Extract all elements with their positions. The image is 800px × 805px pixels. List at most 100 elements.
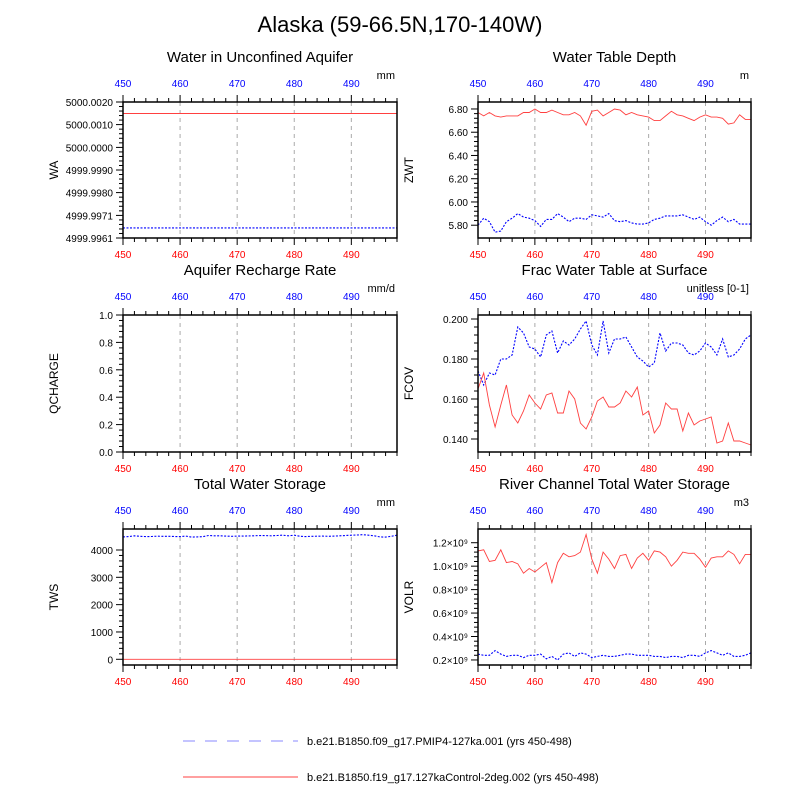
x-tick-label-bottom: 470: [229, 677, 246, 688]
panel-qcharge: Aquifer Recharge Rate mm/d QCHARGE 450 450 46…: [47, 262, 398, 475]
x-tick-label-top: 460: [172, 506, 189, 517]
x-tick-label-bottom: 460: [172, 464, 189, 475]
x-tick-label-bottom: 470: [583, 250, 600, 261]
y-tick-label: 0.200: [443, 315, 468, 326]
panel-volr: River Channel Total Water Storage m3 VOLR 4…: [402, 476, 752, 688]
x-tick-label-bottom: 490: [343, 250, 360, 261]
y-tick-label: 3000: [91, 573, 114, 584]
y-tick-label: 5.80: [449, 221, 469, 232]
x-tick-label-bottom: 480: [286, 677, 303, 688]
x-tick-label-bottom: 480: [286, 464, 303, 475]
y-tick-label: 4000: [91, 546, 114, 557]
y-tick-label: 0.0: [99, 448, 113, 459]
y-tick-label: 0.8×10⁹: [433, 586, 468, 597]
y-tick-label: 1.2×10⁹: [433, 539, 468, 550]
x-tick-label-bottom: 480: [640, 250, 657, 261]
x-tick-label-top: 490: [343, 292, 360, 303]
plot-frame: [122, 314, 398, 453]
y-tick-label: 1000: [91, 628, 114, 639]
x-tick-label-top: 450: [470, 79, 487, 90]
units-label: mm: [377, 70, 395, 82]
y-tick-label: 0: [107, 655, 113, 666]
units-label: m: [740, 70, 749, 82]
x-tick-label-bottom: 460: [527, 250, 544, 261]
x-tick-label-top: 490: [697, 292, 714, 303]
x-tick-label-top: 480: [286, 292, 303, 303]
x-tick-label-top: 480: [640, 79, 657, 90]
y-tick-label: 2000: [91, 601, 114, 612]
y-tick-label: 0.4×10⁹: [433, 633, 468, 644]
y-axis-label: ZWT: [402, 156, 416, 183]
x-tick-label-top: 450: [470, 292, 487, 303]
x-tick-label-bottom: 460: [172, 250, 189, 261]
x-tick-label-top: 480: [286, 79, 303, 90]
legend-label-blue: b.e21.B1850.f09_g17.PMIP4-127ka.001 (yrs…: [307, 736, 572, 748]
x-tick-label-bottom: 450: [470, 250, 487, 261]
plot-frame: [477, 528, 752, 666]
x-tick-label-top: 470: [229, 506, 246, 517]
x-tick-label-top: 480: [640, 292, 657, 303]
panel-title: River Channel Total Water Storage: [499, 476, 730, 493]
x-tick-label-bottom: 480: [640, 464, 657, 475]
x-tick-label-top: 450: [115, 79, 132, 90]
series-line-blue: [477, 649, 752, 661]
x-tick-label-bottom: 470: [229, 464, 246, 475]
y-tick-label: 0.4: [99, 393, 113, 404]
y-tick-label: 6.40: [449, 151, 469, 162]
panel-title: Total Water Storage: [194, 476, 326, 493]
x-tick-label-top: 470: [583, 506, 600, 517]
panel-title: Aquifer Recharge Rate: [184, 262, 337, 279]
series-line-red: [477, 108, 751, 127]
x-tick-label-bottom: 450: [115, 464, 132, 475]
units-label: m3: [734, 497, 749, 509]
panel-fcov: Frac Water Table at Surface unitless [0-1…: [402, 262, 752, 475]
y-tick-label: 6.60: [449, 128, 469, 139]
y-tick-label: 5000.0020: [66, 98, 114, 109]
x-tick-label-top: 470: [583, 79, 600, 90]
panel-title: Frac Water Table at Surface: [522, 262, 708, 279]
plot-frame: [477, 101, 752, 239]
x-tick-label-bottom: 450: [470, 677, 487, 688]
y-tick-label: 0.2×10⁹: [433, 656, 468, 667]
series-line-blue: [477, 212, 751, 233]
panel-tws: Total Water Storage mm TWS 450 450 460 460 470 4…: [47, 476, 398, 688]
y-tick-label: 6.80: [449, 105, 469, 116]
figure-title: Alaska (59-66.5N,170-140W): [258, 12, 543, 37]
x-tick-label-bottom: 460: [527, 677, 544, 688]
x-tick-label-top: 470: [229, 79, 246, 90]
y-tick-label: 4999.9990: [66, 166, 114, 177]
x-tick-label-bottom: 490: [343, 677, 360, 688]
x-tick-label-top: 450: [115, 506, 132, 517]
x-tick-label-top: 460: [527, 79, 544, 90]
y-tick-label: 0.140: [443, 435, 468, 446]
x-tick-label-top: 450: [470, 506, 487, 517]
x-tick-label-bottom: 450: [115, 250, 132, 261]
y-tick-label: 0.180: [443, 355, 468, 366]
x-tick-label-bottom: 450: [115, 677, 132, 688]
x-tick-label-top: 490: [697, 79, 714, 90]
y-tick-label: 0.8: [99, 338, 113, 349]
x-tick-label-bottom: 470: [229, 250, 246, 261]
x-tick-label-top: 490: [343, 506, 360, 517]
y-axis-label: TWS: [47, 584, 61, 611]
x-tick-label-top: 460: [172, 292, 189, 303]
panel-wa: Water in Unconfined Aquifer mm WA 450 450 460…: [47, 49, 398, 261]
x-tick-label-bottom: 480: [640, 677, 657, 688]
y-axis-label: VOLR: [402, 580, 416, 613]
legend-label-red: b.e21.B1850.f19_g17.127kaControl-2deg.00…: [307, 772, 599, 784]
y-tick-label: 1.0: [99, 311, 113, 322]
x-tick-label-bottom: 470: [583, 677, 600, 688]
y-tick-label: 4999.9980: [66, 189, 114, 200]
x-tick-label-bottom: 480: [286, 250, 303, 261]
y-tick-label: 0.6×10⁹: [433, 609, 468, 620]
units-label: unitless [0-1]: [687, 283, 749, 295]
x-tick-label-top: 460: [527, 506, 544, 517]
series-line-blue: [122, 534, 398, 538]
x-tick-label-bottom: 490: [697, 464, 714, 475]
x-tick-label-bottom: 470: [583, 464, 600, 475]
y-tick-label: 6.20: [449, 175, 469, 186]
plot-frame: [122, 101, 398, 239]
y-axis-label: WA: [47, 161, 61, 180]
